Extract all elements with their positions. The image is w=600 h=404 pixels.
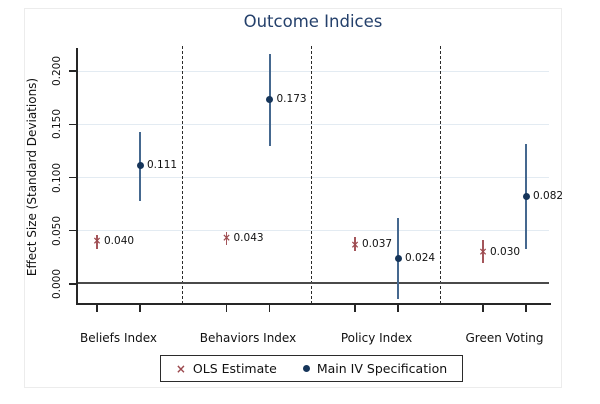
gridline — [77, 177, 549, 178]
y-tick-label: 0.100 — [50, 162, 63, 193]
value-label: 0.040 — [104, 234, 135, 247]
value-label: 0.037 — [362, 238, 393, 251]
ols-x-marker: × — [350, 238, 360, 251]
y-tick-label: 0.050 — [50, 215, 63, 246]
ols-ci-bar — [96, 235, 98, 249]
category-label: Policy Index — [340, 331, 413, 345]
ols-ci-bar — [225, 231, 228, 245]
y-tick — [69, 123, 77, 125]
legend-item-iv: Main IV Specification — [302, 361, 448, 376]
ols-ci-bar — [354, 237, 356, 251]
value-label: 0.030 — [490, 245, 521, 258]
gridline — [77, 70, 549, 72]
y-tick — [69, 176, 77, 179]
y-tick — [69, 70, 77, 72]
x-tick — [525, 304, 527, 312]
iv-point-marker — [522, 193, 530, 201]
zero-line — [77, 282, 549, 285]
value-label: 0.043 — [233, 231, 264, 244]
y-tick-label: 0.000 — [50, 268, 63, 300]
gridline — [77, 230, 549, 232]
y-axis-line — [76, 48, 78, 304]
iv-point-marker — [266, 96, 273, 104]
legend-label-ols: OLS Estimate — [192, 361, 277, 376]
category-separator-dashed-line — [182, 46, 184, 304]
value-label: 0.173 — [276, 93, 307, 106]
category-label: Green Voting — [465, 331, 544, 345]
legend-item-ols: × OLS Estimate — [176, 361, 277, 376]
iv-point-marker — [394, 254, 402, 262]
y-tick-label: 0.150 — [50, 109, 63, 140]
y-axis-title: Effect Size (Standard Deviations) — [25, 77, 39, 277]
chart-title: Outcome Indices — [243, 12, 383, 31]
category-separator-dashed-line — [311, 46, 313, 304]
ols-x-marker: × — [92, 235, 102, 248]
value-label: 0.111 — [147, 159, 178, 172]
x-axis-line — [76, 303, 551, 305]
category-label: Behaviors Index — [199, 331, 297, 345]
x-tick — [96, 304, 98, 312]
x-tick — [397, 304, 399, 312]
x-tick — [225, 304, 228, 312]
y-tick-label: 0.200 — [50, 55, 63, 87]
ols-x-marker-icon: × — [175, 361, 186, 376]
y-tick — [69, 230, 77, 232]
ols-ci-bar — [482, 240, 484, 263]
iv-point-marker — [136, 162, 144, 170]
value-label: 0.024 — [405, 251, 436, 264]
x-tick — [268, 304, 271, 312]
x-tick — [482, 304, 484, 312]
value-label: 0.082 — [533, 190, 564, 203]
category-separator-dashed-line — [439, 46, 441, 304]
figure-border — [24, 8, 562, 388]
legend-label-iv: Main IV Specification — [316, 361, 448, 376]
y-tick — [69, 283, 77, 285]
legend-box: × OLS Estimate Main IV Specification — [160, 355, 463, 382]
x-tick — [354, 304, 356, 312]
ols-x-marker: × — [478, 246, 488, 259]
ols-x-marker: × — [222, 232, 231, 245]
gridline — [77, 123, 549, 125]
category-label: Beliefs Index — [80, 331, 157, 345]
iv-dot-marker-icon — [302, 365, 310, 372]
x-tick — [139, 304, 141, 312]
